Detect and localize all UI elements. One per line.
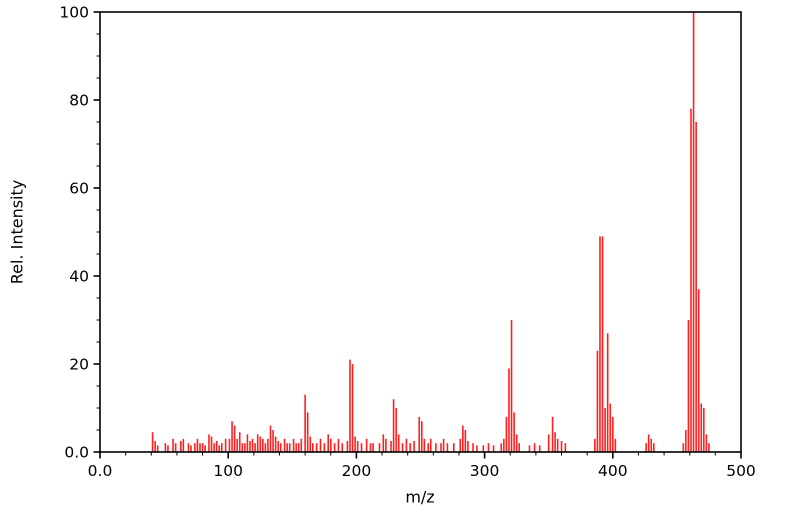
y-tick-label: 60	[69, 180, 89, 198]
y-tick-label: 100	[59, 4, 89, 22]
x-tick-label: 300	[470, 462, 500, 480]
y-axis-label: Rel. Intensity	[7, 179, 27, 285]
y-tick-label: 20	[69, 356, 89, 374]
x-tick-label: 500	[726, 462, 756, 480]
y-tick-label: 0.0	[64, 444, 89, 462]
x-tick-label: 400	[598, 462, 628, 480]
x-tick-label: 100	[213, 462, 243, 480]
x-axis-label: m/z	[405, 487, 435, 507]
plot-frame	[99, 11, 742, 453]
y-tick-label: 40	[69, 268, 89, 286]
y-tick-label: 80	[69, 92, 89, 110]
x-tick-label: 0.0	[88, 462, 113, 480]
x-tick-label: 200	[342, 462, 372, 480]
